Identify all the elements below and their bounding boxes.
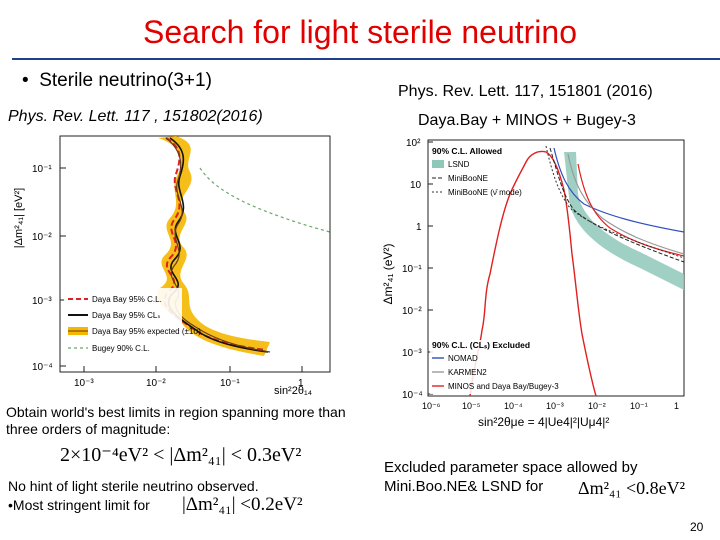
- bullet-sterile-neutrino: • Sterile neutrino(3+1): [22, 70, 212, 91]
- dm2-limit-formula: |Δm²₄₁| <0.2eV²: [182, 494, 303, 515]
- legend-miniboone: MiniBooNE: [448, 174, 488, 183]
- excluded-line-2: Mini.Boo.NE& LSND for: [384, 478, 544, 495]
- right-ytick-5: 10⁻³: [402, 348, 422, 359]
- left-xtick-0: 10⁻³: [74, 378, 94, 389]
- allowed-legend-title: 90% C.L. Allowed: [432, 146, 502, 156]
- bullet-text: Sterile neutrino(3+1): [39, 70, 212, 91]
- bugey-90-cl-curve: [199, 167, 331, 233]
- left-plot-frame: [59, 135, 331, 373]
- legend-bugey: Bugey 90% C.L.: [92, 344, 150, 353]
- right-ytick-4: 10⁻²: [402, 306, 422, 317]
- dm2-range-formula: 2×10⁻⁴eV² < |Δm²₄₁| < 0.3eV²: [60, 444, 302, 466]
- allowed-legend: 90% C.L. Allowed LSND MiniBooNE MiniBooN…: [432, 146, 522, 197]
- right-xlabel: sin²2θμe = 4|Ue4|²|Uμ4|²: [478, 415, 609, 429]
- left-xtick-2: 10⁻¹: [220, 378, 240, 389]
- left-ytick-1: 10⁻²: [32, 232, 52, 243]
- miniboone-curve: [549, 147, 685, 263]
- right-exclusion-plot: 10² 10 1 10⁻¹ 10⁻² 10⁻³ 10⁻⁴ 10⁻⁶ 10⁻⁵ 1…: [378, 134, 694, 430]
- results-caption: Obtain world's best limits in region spa…: [6, 404, 346, 437]
- right-xtick-2: 10⁻⁴: [504, 401, 523, 411]
- right-ytick-2: 1: [416, 222, 422, 233]
- legend-minos-dayabay-bugey: MINOS and Daya Bay/Bugey-3: [448, 382, 559, 391]
- right-xtick-0: 10⁻⁶: [422, 401, 441, 411]
- miniboone-nubar-curve: [545, 145, 685, 259]
- karmen-curve: [567, 153, 685, 255]
- legend-nomad: NOMAD: [448, 354, 478, 363]
- excluded-text: Excluded parameter space allowed by Mini…: [384, 458, 637, 496]
- excluded-legend-title: 90% C.L. (CLₛ) Excluded: [432, 340, 530, 350]
- lsnd-allowed-band: [564, 152, 684, 290]
- title-divider: [12, 58, 720, 60]
- legend-lsnd: LSND: [448, 160, 470, 169]
- right-ytick-0: 10²: [406, 138, 421, 149]
- legend-dayabay-expected: Daya Bay 95% expected (±1σ): [92, 327, 201, 336]
- nomad-curve: [553, 147, 685, 233]
- excluded-region-curve: [469, 150, 597, 397]
- slide-title: Search for light sterile neutrino: [143, 14, 577, 50]
- left-xtick-3: 1: [298, 378, 304, 389]
- legend-karmen: KARMEN2: [448, 368, 487, 377]
- reference-right: Phys. Rev. Lett. 117, 151801 (2016): [398, 83, 653, 100]
- left-ytick-2: 10⁻³: [32, 296, 52, 307]
- legend-miniboone-nubar: MiniBooNE (ν̄ mode): [448, 188, 522, 197]
- right-ytick-3: 10⁻¹: [402, 264, 422, 275]
- conclusion-text: No hint of light sterile neutrino observ…: [8, 477, 259, 515]
- right-ylabel: Δm²₄₁ (eV²): [381, 244, 395, 305]
- left-xtick-1: 10⁻²: [146, 378, 166, 389]
- legend-dayabay-cls: Daya Bay 95% CLₛ: [92, 311, 160, 320]
- excluded-line-1: Excluded parameter space allowed by: [384, 459, 638, 476]
- miniboone-dm2-formula: Δm²₄₁ <0.8eV²: [578, 478, 686, 498]
- page-number: 20: [690, 520, 704, 534]
- right-xtick-1: 10⁻⁵: [462, 401, 481, 411]
- right-xtick-5: 10⁻¹: [630, 401, 648, 411]
- expected-band: [157, 136, 270, 356]
- right-ytick-1: 10: [410, 180, 422, 191]
- left-exclusion-plot: 10⁻¹ 10⁻² 10⁻³ 10⁻⁴ 10⁻³ 10⁻² 10⁻¹ 1 sin…: [8, 128, 340, 396]
- expected-median-curve: [165, 137, 271, 353]
- excluded-legend: 90% C.L. (CLₛ) Excluded NOMAD KARMEN2 MI…: [430, 340, 559, 394]
- dayabay-cls-curve: [167, 137, 269, 353]
- subtitle-right: Daya.Bay + MINOS + Bugey-3: [418, 112, 636, 129]
- legend-dayabay-cl: Daya Bay 95% C.L.: [92, 295, 162, 304]
- reference-left: Phys. Rev. Lett. 117 , 151802(2016): [8, 108, 263, 125]
- minos-curve: [577, 163, 685, 257]
- no-hint-line: No hint of light sterile neutrino observ…: [8, 478, 259, 494]
- left-ytick-0: 10⁻¹: [32, 164, 52, 175]
- right-ytick-6: 10⁻⁴: [402, 390, 423, 401]
- left-ylabel: |Δm²₄₁| [eV²]: [13, 188, 25, 248]
- right-xtick-3: 10⁻³: [546, 401, 564, 411]
- stringent-limit-line: •Most stringent limit for: [8, 497, 150, 513]
- right-xtick-6: 1: [674, 401, 679, 411]
- left-legend: Daya Bay 95% C.L. Daya Bay 95% CLₛ Daya …: [64, 288, 201, 360]
- right-xtick-4: 10⁻²: [588, 401, 606, 411]
- left-ytick-3: 10⁻⁴: [32, 362, 53, 373]
- left-xlabel: sin²2θ₁₄: [274, 385, 313, 396]
